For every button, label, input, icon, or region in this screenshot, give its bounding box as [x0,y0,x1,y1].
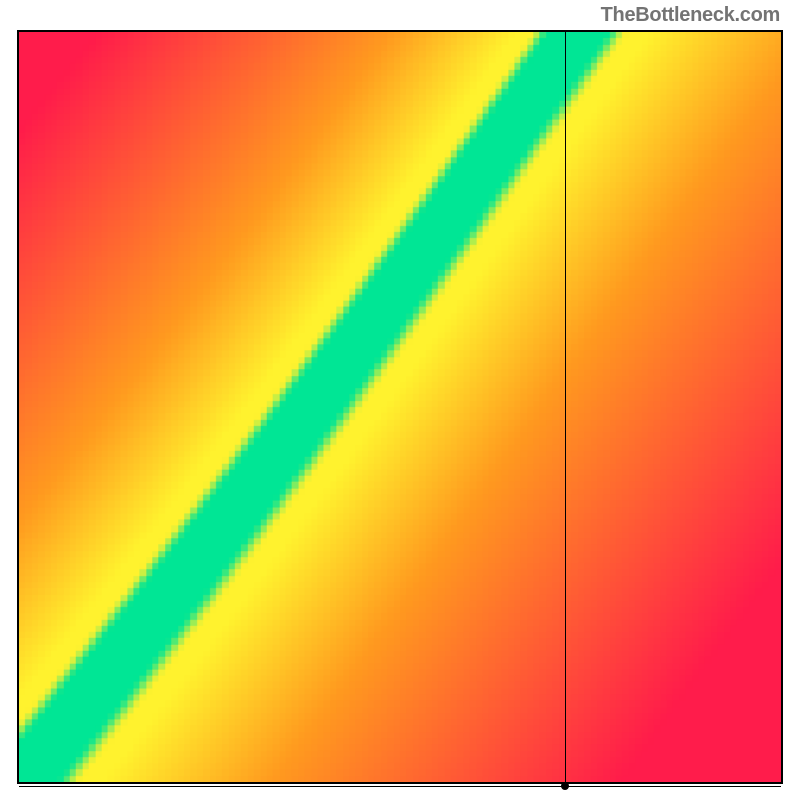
heatmap-plot [17,30,783,784]
heatmap-canvas [19,32,781,782]
crosshair-horizontal [19,786,781,787]
crosshair-dot [561,782,569,790]
crosshair-vertical [565,32,566,782]
attribution-text: TheBottleneck.com [601,4,780,27]
